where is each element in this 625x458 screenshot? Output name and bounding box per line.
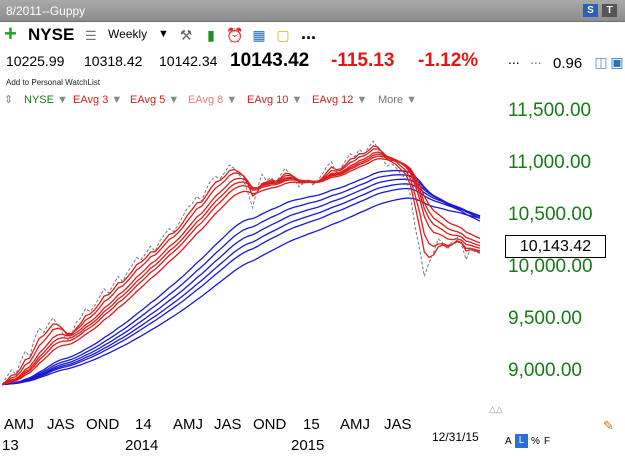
mode-percent-button[interactable]: % <box>531 436 540 447</box>
x-month-label: JAS <box>384 416 412 433</box>
x-month-label: AMJ <box>340 416 370 433</box>
study-eavg8[interactable]: EAvg 8 ▼ <box>188 94 238 106</box>
x-month-label: 14 <box>135 416 152 433</box>
x-month-label: OND <box>86 416 120 433</box>
s-menu-icon[interactable]: S <box>583 4 598 17</box>
study-eavg3[interactable]: EAvg 3 ▼ <box>73 94 123 106</box>
quote-low: 10142.34 <box>159 53 218 69</box>
note-icon[interactable]: ▢ <box>276 27 290 43</box>
end-date: 12/31/15 <box>432 430 479 444</box>
study-eavg5[interactable]: EAvg 5 ▼ <box>130 94 180 106</box>
database-icon[interactable]: ◫ <box>594 54 608 70</box>
quote-change: -115.13 <box>331 50 395 71</box>
x-year-label: 2015 <box>291 437 325 454</box>
quote-extra-dots[interactable]: ... <box>508 51 520 67</box>
x-month-label: AMJ <box>4 416 34 433</box>
save-icon[interactable]: ▣ <box>610 54 624 70</box>
long-ema-line <box>1 174 481 386</box>
window-title: 8/2011--Guppy <box>6 4 86 18</box>
short-ema-line <box>1 155 481 386</box>
pencil-icon[interactable]: ✎ <box>603 418 614 433</box>
chevron-down-icon[interactable]: ▼ <box>158 28 169 40</box>
quote-value: 0.96 <box>553 55 583 72</box>
studies-bar: ⇕ NYSE ▼ EAvg 3 ▼ EAvg 5 ▼ EAvg 8 ▼ EAvg… <box>0 93 625 109</box>
y-tick-label: 10,500.00 <box>508 204 593 225</box>
quote-bar: 10225.99 10318.42 10142.34 10143.42 -115… <box>0 48 625 76</box>
resize-handle-icon[interactable]: △△ <box>489 404 503 414</box>
alarm-clock-icon[interactable]: ⏰ <box>226 27 244 43</box>
study-more[interactable]: More ▼ <box>378 94 418 106</box>
quote-open: 10225.99 <box>6 53 65 69</box>
long-ema-line <box>1 197 481 386</box>
add-icon[interactable]: + <box>4 21 17 46</box>
y-tick-label: 9,000.00 <box>508 360 582 381</box>
window-titlebar: 8/2011--Guppy S T <box>0 0 625 22</box>
long-ema-line <box>1 178 481 386</box>
add-to-watchlist-link[interactable]: Add to Personal WatchList <box>6 78 100 87</box>
x-month-label: OND <box>253 416 287 433</box>
y-tick-label: 11,000.00 <box>508 152 592 173</box>
price-line <box>1 140 481 385</box>
period-select[interactable]: Weekly <box>108 27 148 41</box>
x-month-label: JAS <box>214 416 242 433</box>
bar-chart-icon[interactable]: ▮ <box>207 27 215 43</box>
long-ema-line <box>1 169 481 386</box>
short-ema-line <box>1 151 481 386</box>
price-chart[interactable] <box>0 110 500 410</box>
toolbar: + NYSE ☰ Weekly ▼ ⚒ ▮ ⏰ ▦ ▢ ... <box>0 22 625 48</box>
mode-a-button[interactable]: A <box>505 436 512 447</box>
calculator-icon[interactable]: ▦ <box>252 27 266 43</box>
more-tools-button[interactable]: ... <box>301 23 317 43</box>
quote-extra-dots-green[interactable]: ... <box>530 51 542 67</box>
mode-f-button[interactable]: F <box>544 436 551 447</box>
quote-last: 10143.42 <box>230 50 310 71</box>
x-month-label: AMJ <box>173 416 203 433</box>
short-ema-line <box>1 158 481 386</box>
x-month-label: 15 <box>303 416 320 433</box>
x-month-label: JAS <box>47 416 75 433</box>
list-icon[interactable]: ☰ <box>85 28 97 43</box>
short-ema-line <box>1 148 481 386</box>
mode-l-button[interactable]: L <box>515 434 528 448</box>
y-tick-label: 11,500.00 <box>508 100 592 121</box>
text-menu-icon[interactable]: T <box>602 4 617 17</box>
grip-icon[interactable]: ⇕ <box>4 94 14 106</box>
last-price-label: 10,143.42 <box>505 235 606 258</box>
study-nyse[interactable]: NYSE ▼ <box>24 94 68 106</box>
long-ema-line <box>1 183 481 386</box>
quote-high: 10318.42 <box>84 53 143 69</box>
study-eavg12[interactable]: EAvg 12 ▼ <box>312 94 368 106</box>
long-ema-line <box>1 187 481 386</box>
symbol-field[interactable]: NYSE <box>28 25 75 44</box>
x-year-label: 13 <box>2 437 19 454</box>
study-eavg10[interactable]: EAvg 10 ▼ <box>247 94 303 106</box>
y-tick-label: 9,500.00 <box>508 308 582 329</box>
tools-icon[interactable]: ⚒ <box>179 27 193 43</box>
y-tick-label: 10,000.00 <box>508 256 593 277</box>
quote-change-pct: -1.12% <box>418 50 479 71</box>
x-year-label: 2014 <box>125 437 159 454</box>
